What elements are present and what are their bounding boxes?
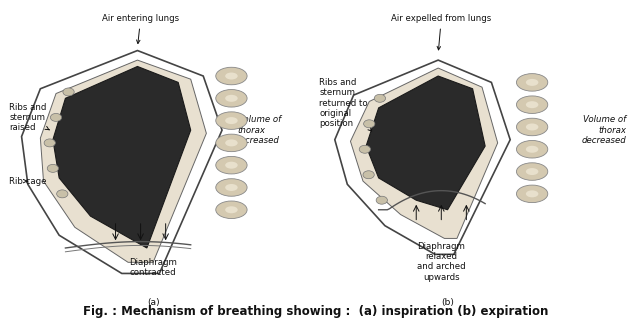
Text: Rib cage: Rib cage	[9, 177, 47, 186]
Ellipse shape	[516, 96, 548, 113]
Text: Air entering lungs: Air entering lungs	[102, 15, 179, 43]
Text: Ribs and
sternum
returned to
original
position: Ribs and sternum returned to original po…	[319, 78, 372, 131]
Ellipse shape	[225, 162, 238, 169]
Ellipse shape	[363, 171, 374, 179]
Polygon shape	[366, 76, 485, 210]
Polygon shape	[40, 60, 207, 262]
Polygon shape	[351, 68, 497, 238]
Ellipse shape	[225, 117, 238, 124]
Ellipse shape	[63, 88, 74, 96]
Ellipse shape	[376, 196, 387, 204]
Text: Ribs and
sternum
raised: Ribs and sternum raised	[9, 102, 49, 132]
Text: Air expelled from lungs: Air expelled from lungs	[391, 15, 492, 50]
Ellipse shape	[516, 74, 548, 91]
Ellipse shape	[44, 139, 56, 147]
Ellipse shape	[216, 134, 247, 152]
Ellipse shape	[216, 112, 247, 129]
Ellipse shape	[216, 201, 247, 218]
Ellipse shape	[225, 184, 238, 191]
Ellipse shape	[225, 73, 238, 79]
Ellipse shape	[526, 123, 538, 131]
Ellipse shape	[374, 94, 386, 102]
Text: Diaphragm
contracted: Diaphragm contracted	[129, 258, 177, 277]
Text: Volume of
thorax
increased: Volume of thorax increased	[238, 115, 281, 145]
Ellipse shape	[359, 145, 370, 153]
Ellipse shape	[216, 156, 247, 174]
Text: (b): (b)	[441, 298, 454, 307]
Ellipse shape	[225, 139, 238, 146]
Ellipse shape	[51, 113, 62, 122]
Ellipse shape	[516, 185, 548, 202]
Ellipse shape	[516, 163, 548, 180]
Text: Fig. : Mechanism of breathing showing :  (a) inspiration (b) expiration: Fig. : Mechanism of breathing showing : …	[83, 305, 549, 318]
Ellipse shape	[47, 164, 59, 172]
Ellipse shape	[516, 141, 548, 158]
Ellipse shape	[363, 120, 375, 128]
Ellipse shape	[526, 168, 538, 175]
Ellipse shape	[216, 89, 247, 107]
Polygon shape	[53, 66, 191, 248]
Ellipse shape	[526, 190, 538, 197]
Text: (a): (a)	[147, 298, 159, 307]
Ellipse shape	[526, 101, 538, 108]
Text: Volume of
thorax
decreased: Volume of thorax decreased	[581, 115, 626, 145]
Ellipse shape	[216, 67, 247, 85]
Ellipse shape	[216, 179, 247, 196]
Ellipse shape	[516, 118, 548, 136]
Ellipse shape	[225, 206, 238, 213]
Ellipse shape	[526, 79, 538, 86]
Text: Diaphragm
relaxed
and arched
upwards: Diaphragm relaxed and arched upwards	[417, 242, 466, 282]
Ellipse shape	[57, 190, 68, 198]
Ellipse shape	[225, 95, 238, 102]
Ellipse shape	[526, 146, 538, 153]
